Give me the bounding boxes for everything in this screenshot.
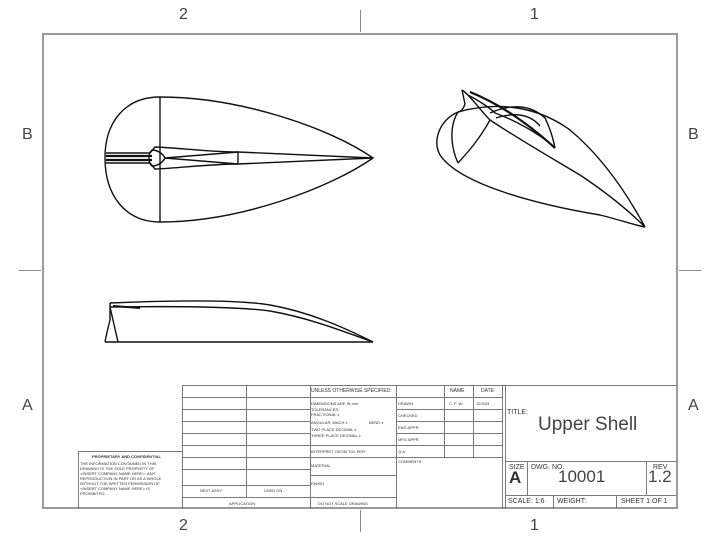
date-header: DATE [481, 388, 494, 394]
tb-line [182, 497, 396, 498]
tb-line [396, 409, 502, 410]
tb-line [505, 495, 676, 496]
tb-line [646, 461, 647, 495]
size-value: A [509, 468, 522, 487]
do-not-scale-label: DO NOT SCALE DRAWING [318, 501, 369, 506]
title-label: TITLE: [507, 409, 529, 416]
name-header: NAME [450, 388, 465, 394]
drawing-title: Upper Shell [538, 414, 638, 435]
zone-label-right-a: A [688, 397, 699, 414]
zone-tick-left [19, 270, 41, 271]
proprietary-line-5: WITHOUT THE WRITTEN PERMISSION OF [80, 481, 160, 486]
proprietary-title: PROPRIETARY AND CONFIDENTIAL [92, 454, 161, 459]
drawn-date: 12/3/24 [476, 401, 490, 406]
proprietary-line-7: PROHIBITED. [80, 491, 106, 496]
three-place-tolerance: THREE PLACE DECIMAL ± [311, 433, 361, 438]
tb-line [396, 385, 397, 509]
angular-tolerance: ANGULAR: MACH ± [311, 420, 348, 425]
drawn-name: C. F. W. [449, 401, 463, 406]
tb-line [616, 495, 617, 509]
material-label: MATERIAL [311, 463, 331, 468]
scale-label: SCALE: 1:6 [508, 498, 545, 505]
dwg-no-label: DWG. NO. [531, 464, 565, 471]
tb-line [182, 457, 502, 458]
drawn-label: DRAWN [398, 401, 413, 406]
interpret-geom-label: INTERPRET GEOM TOL PER: [311, 449, 366, 454]
proprietary-line-1: THE INFORMATION CONTAINED IN THIS [80, 461, 157, 466]
side-view [104, 300, 374, 343]
drawing-sheet-border [42, 33, 678, 509]
bend-tolerance: BEND ± [369, 420, 384, 425]
tb-line [182, 397, 502, 398]
tb-line [310, 385, 311, 509]
tb-line [396, 421, 502, 422]
next-assy-label: NEXT ASSY [200, 488, 223, 493]
zone-label-bottom-2: 2 [179, 517, 188, 534]
dimensions-note: DIMENSIONS ARE IN mm [311, 401, 359, 406]
zone-label-top-2: 2 [179, 6, 188, 23]
tb-line [78, 451, 79, 509]
comments-label: COMMENTS: [398, 459, 423, 464]
application-label: APPLICATION [229, 501, 256, 506]
zone-tick-top [360, 10, 361, 32]
two-place-tolerance: TWO PLACE DECIMAL ± [311, 427, 357, 432]
finish-label: FINISH [311, 481, 325, 486]
rev-value: 1.2 [648, 467, 672, 486]
tb-line [527, 461, 528, 495]
rev-label: REV [653, 464, 668, 471]
tb-line [444, 385, 445, 457]
zone-tick-right [679, 270, 701, 271]
tb-line [553, 495, 554, 509]
fractional-tolerance: FRACTIONAL ± [311, 412, 340, 417]
tb-line [396, 433, 502, 434]
tb-line [78, 451, 182, 452]
zone-label-left-a: A [22, 397, 33, 414]
tb-top-line [182, 385, 676, 386]
sheet-label: SHEET 1 OF 1 [621, 498, 668, 505]
proprietary-line-6: <INSERT COMPANY NAME HERE> IS [80, 486, 150, 491]
tb-line [473, 385, 474, 457]
tb-line [246, 385, 247, 497]
tb-line [505, 461, 676, 462]
used-on-label: USED ON [264, 488, 283, 493]
zone-label-left-b: B [22, 126, 33, 143]
zone-label-top-1: 1 [530, 6, 539, 23]
size-label: SIZE [509, 464, 525, 471]
weight-label: WEIGHT: [557, 498, 587, 505]
tolerances-label: TOLERANCES: [311, 407, 340, 412]
tb-line [182, 445, 502, 446]
qa-label: Q.A. [398, 449, 407, 454]
tb-line [505, 385, 506, 509]
dwg-no-value: 10001 [558, 467, 606, 486]
tb-line [502, 385, 503, 509]
tb-line [310, 475, 396, 476]
proprietary-line-2: DRAWING IS THE SOLE PROPERTY OF [80, 466, 155, 471]
zone-label-bottom-1: 1 [530, 517, 539, 534]
proprietary-line-4: REPRODUCTION IN PART OR AS A WHOLE [80, 476, 162, 481]
unless-otherwise-label: UNLESS OTHERWISE SPECIFIED: [311, 388, 392, 394]
proprietary-line-3: <INSERT COMPANY NAME HERE>. ANY [80, 471, 156, 476]
mfg-appr-label: MFG APPR. [398, 437, 420, 442]
checked-label: CHECKED [398, 413, 418, 418]
isometric-view [436, 89, 646, 228]
zone-label-right-b: B [688, 126, 699, 143]
zone-tick-bottom [360, 510, 361, 532]
eng-appr-label: ENG APPR. [398, 425, 420, 430]
top-view [104, 96, 375, 223]
tb-line [182, 385, 183, 509]
